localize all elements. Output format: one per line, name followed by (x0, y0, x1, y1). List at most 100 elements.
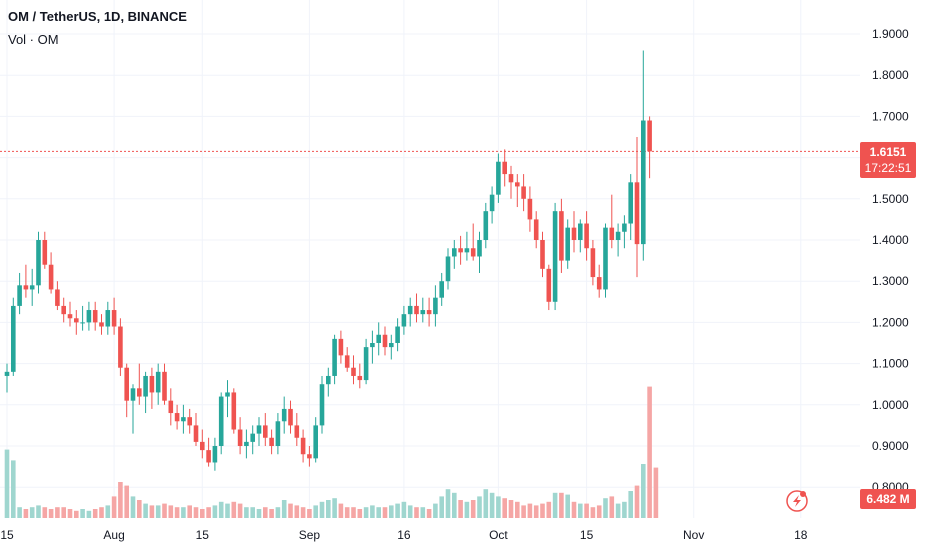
volume-bar (29, 507, 35, 518)
candle (603, 223, 608, 298)
candle-body (187, 417, 192, 426)
candle-body (615, 231, 621, 240)
candle-body (470, 248, 476, 257)
candle (105, 301, 111, 335)
volume-bar (458, 500, 463, 518)
candle (55, 281, 60, 311)
time-tick-label: Aug (103, 528, 124, 542)
candle (80, 305, 85, 331)
candle-body (300, 437, 306, 455)
price-axis[interactable]: 1.90001.80001.70001.60001.50001.40001.30… (872, 27, 909, 494)
candle (319, 375, 325, 434)
candle (552, 202, 558, 311)
candle-body (603, 227, 608, 290)
candle-body (118, 326, 123, 368)
candle-body (111, 310, 117, 327)
volume-bar (244, 507, 249, 518)
candle (218, 392, 224, 455)
volume-bar (168, 505, 174, 518)
candle-body (489, 194, 495, 212)
candle-body (307, 454, 312, 459)
time-tick-label: 15 (580, 528, 594, 542)
volume-bar (187, 505, 192, 518)
volume-bar (395, 503, 400, 518)
volume-bar (489, 492, 495, 518)
candle-body (426, 310, 432, 315)
candle (281, 396, 287, 434)
time-axis[interactable]: 15 Aug 15 Sep 16 Oct 15 Nov 18 (0, 528, 807, 542)
candle-body (647, 120, 652, 152)
candle-body (634, 182, 640, 245)
candle (111, 297, 117, 335)
candle-body (552, 211, 558, 302)
volume-bar (515, 501, 520, 518)
candle (584, 211, 589, 261)
candle-body (527, 198, 533, 220)
volume-bar (61, 507, 66, 518)
price-tick-label: 1.2000 (872, 315, 909, 329)
candle-body (370, 343, 375, 348)
time-tick-label: Sep (299, 528, 321, 542)
volume-bar (344, 507, 350, 518)
candle (11, 297, 16, 376)
candle-body (483, 211, 489, 240)
volume-bar (407, 505, 413, 518)
candle-body (433, 297, 438, 315)
candle-body (48, 264, 54, 290)
candle (137, 363, 142, 405)
volume-bar (647, 386, 652, 518)
volume-bar (250, 507, 255, 518)
candle (628, 174, 633, 240)
candle-body (559, 211, 564, 261)
volume-bar (263, 507, 268, 518)
price-tag-value: 1.6151 (870, 145, 907, 159)
volume-bar (111, 496, 117, 518)
volume-bar (99, 507, 104, 518)
price-tick-label: 1.7000 (872, 109, 909, 123)
candle-body (332, 338, 337, 376)
volume-bar (559, 492, 564, 518)
candle-body (269, 437, 274, 446)
candle-body (313, 425, 318, 459)
candle-body (452, 248, 457, 257)
candle (420, 297, 426, 323)
candle (382, 326, 388, 356)
candle (124, 363, 129, 418)
candle (86, 301, 92, 331)
candle-body (244, 441, 249, 446)
volume-bars (4, 386, 659, 518)
volume-bar (370, 505, 375, 518)
candle (351, 355, 356, 385)
candle-body (237, 429, 243, 446)
candle-body (546, 268, 552, 302)
volume-bar (622, 501, 627, 518)
candle (414, 293, 419, 323)
volume-bar (483, 489, 489, 518)
volume-bar (74, 510, 79, 518)
volume-bar (653, 467, 659, 518)
candle-body (124, 367, 129, 401)
volume-bar (433, 503, 438, 518)
lightning-icon[interactable] (786, 490, 808, 512)
candle-body (23, 285, 29, 290)
price-tick-label: 1.0000 (872, 398, 909, 412)
volume-bar (275, 507, 281, 518)
candle (464, 231, 470, 261)
candle (515, 174, 520, 208)
candle (433, 285, 438, 327)
volume-legend: Vol · OM (8, 32, 59, 47)
candlesticks (4, 50, 652, 471)
volume-bar (376, 507, 381, 518)
candle-body (149, 375, 155, 393)
candle (578, 219, 583, 253)
candle-body (99, 322, 104, 327)
volume-bar (55, 507, 60, 518)
volume-bar (546, 501, 552, 518)
candle-body (622, 223, 627, 232)
candle (407, 297, 413, 327)
time-tick-label: 15 (0, 528, 14, 542)
candle-body (363, 347, 369, 381)
volume-bar (326, 500, 331, 518)
candle-body (357, 375, 363, 381)
